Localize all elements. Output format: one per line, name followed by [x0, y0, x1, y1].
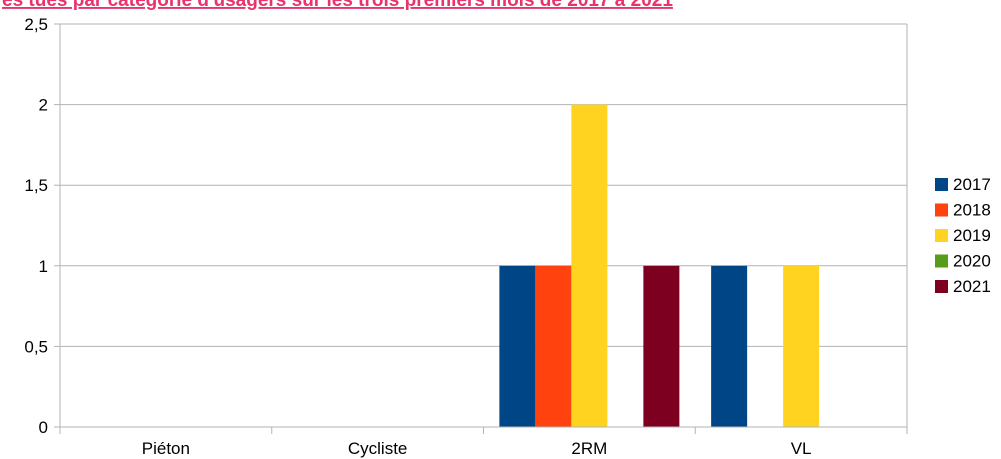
bar-2021-2RM	[643, 265, 680, 427]
legend-label-2019: 2019	[953, 226, 991, 245]
y-tick-label: 1,5	[24, 176, 48, 195]
bar-2017-VL	[711, 265, 748, 427]
legend-swatch-2021	[935, 280, 948, 293]
bar-2017-2RM	[499, 265, 536, 427]
legend-swatch-2017	[935, 178, 948, 191]
y-tick-label: 0	[39, 418, 48, 437]
x-tick-label: VL	[791, 439, 812, 458]
legend-label-2020: 2020	[953, 252, 991, 271]
legend-swatch-2018	[935, 203, 948, 217]
legend-label-2021: 2021	[953, 277, 991, 296]
y-tick-label: 2,5	[24, 15, 48, 34]
x-tick-label: 2RM	[571, 439, 607, 458]
legend-swatch-2019	[935, 229, 948, 242]
x-tick-label: Cycliste	[348, 439, 408, 458]
y-tick-label: 2	[39, 96, 48, 115]
bar-2019-2RM	[571, 104, 608, 427]
legend-label-2018: 2018	[953, 201, 991, 220]
x-tick-labels: Piéton Cycliste 2RM VL	[142, 439, 812, 458]
legend-swatch-2020	[935, 254, 948, 268]
axes	[59, 24, 908, 434]
grid	[54, 23, 907, 428]
x-tick-label: Piéton	[142, 439, 190, 458]
legend-label-2017: 2017	[953, 175, 991, 194]
y-tick-label: 0,5	[24, 337, 48, 356]
bar-2018-2RM	[535, 265, 572, 427]
chart-title: es tués par catégorie d'usagers sur les …	[2, 0, 673, 11]
y-tick-label: 1	[39, 257, 48, 276]
bars	[499, 104, 820, 427]
bar-2019-VL	[783, 265, 820, 427]
legend: 2017 2018 2019 2020 2021	[935, 175, 991, 296]
y-tick-labels: 0 0,5 1 1,5 2 2,5	[24, 15, 48, 437]
